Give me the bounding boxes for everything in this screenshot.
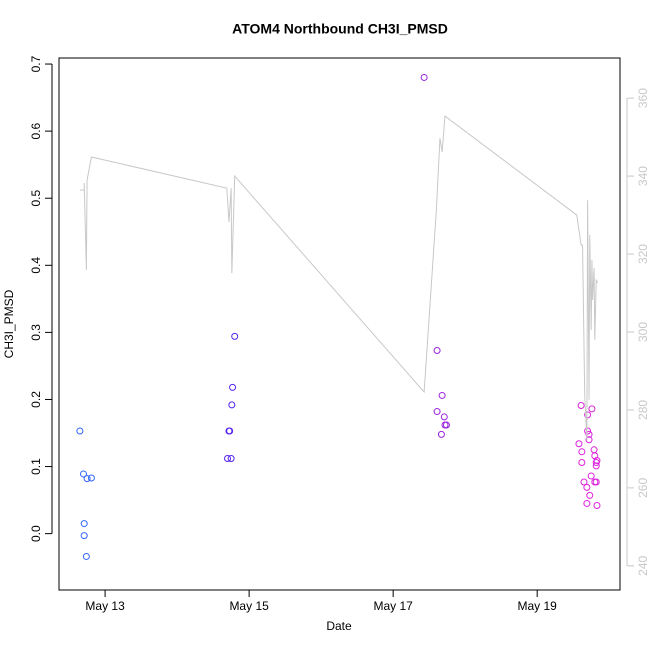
point xyxy=(231,332,239,340)
y-tick-label: 0.2 xyxy=(29,391,43,408)
point xyxy=(229,383,237,391)
x-tick-label: May 13 xyxy=(85,599,125,613)
point xyxy=(585,430,593,438)
point xyxy=(76,427,84,435)
y2-tick-label: 300 xyxy=(636,322,650,342)
point xyxy=(577,402,585,410)
y-tick-label: 0.3 xyxy=(29,324,43,341)
point xyxy=(228,401,236,409)
point xyxy=(420,73,428,81)
y2-tick-label: 360 xyxy=(636,88,650,108)
y-tick-label: 0.1 xyxy=(29,458,43,475)
point xyxy=(226,427,234,435)
point xyxy=(583,483,591,491)
y2-tick-label: 240 xyxy=(636,556,650,576)
point xyxy=(578,459,586,467)
point xyxy=(578,448,586,456)
point xyxy=(437,430,445,438)
plot-box xyxy=(58,57,621,591)
point xyxy=(433,346,441,354)
chart-title: ATOM4 Northbound CH3I_PMSD xyxy=(232,21,448,37)
y-tick-label: 0.5 xyxy=(29,190,43,207)
line xyxy=(79,115,599,440)
point xyxy=(592,478,600,486)
point xyxy=(82,552,90,560)
point xyxy=(87,474,95,482)
point xyxy=(433,408,441,416)
y2-tick-label: 280 xyxy=(636,400,650,420)
point xyxy=(442,421,450,429)
point xyxy=(79,470,87,478)
y-axis-label: CH3I_PMSD xyxy=(2,289,16,358)
y2-tick-label: 320 xyxy=(636,244,650,264)
point xyxy=(588,405,596,413)
point xyxy=(586,491,594,499)
point xyxy=(593,501,601,509)
point xyxy=(592,462,600,470)
x-tick-label: May 19 xyxy=(518,599,558,613)
point xyxy=(575,440,583,448)
point xyxy=(584,411,592,419)
point xyxy=(80,520,88,528)
point xyxy=(80,532,88,540)
y-tick-label: 0.6 xyxy=(29,122,43,139)
y-tick-label: 0.7 xyxy=(29,55,43,72)
point xyxy=(83,475,91,483)
point xyxy=(593,457,601,465)
point xyxy=(580,478,588,486)
point xyxy=(224,455,232,463)
point xyxy=(583,499,591,507)
point xyxy=(587,472,595,480)
point xyxy=(585,436,593,444)
y2-tick-label: 260 xyxy=(636,478,650,498)
point xyxy=(584,427,592,435)
x-axis-label: Date xyxy=(326,619,352,633)
point xyxy=(440,413,448,421)
x-tick-label: May 17 xyxy=(373,599,413,613)
y2-tick-label: 340 xyxy=(636,166,650,186)
y-tick-label: 0.4 xyxy=(29,257,43,274)
point xyxy=(438,391,446,399)
point xyxy=(227,455,235,463)
y-tick-label: 0.0 xyxy=(29,525,43,542)
x-tick-label: May 15 xyxy=(229,599,269,613)
point xyxy=(590,446,598,454)
